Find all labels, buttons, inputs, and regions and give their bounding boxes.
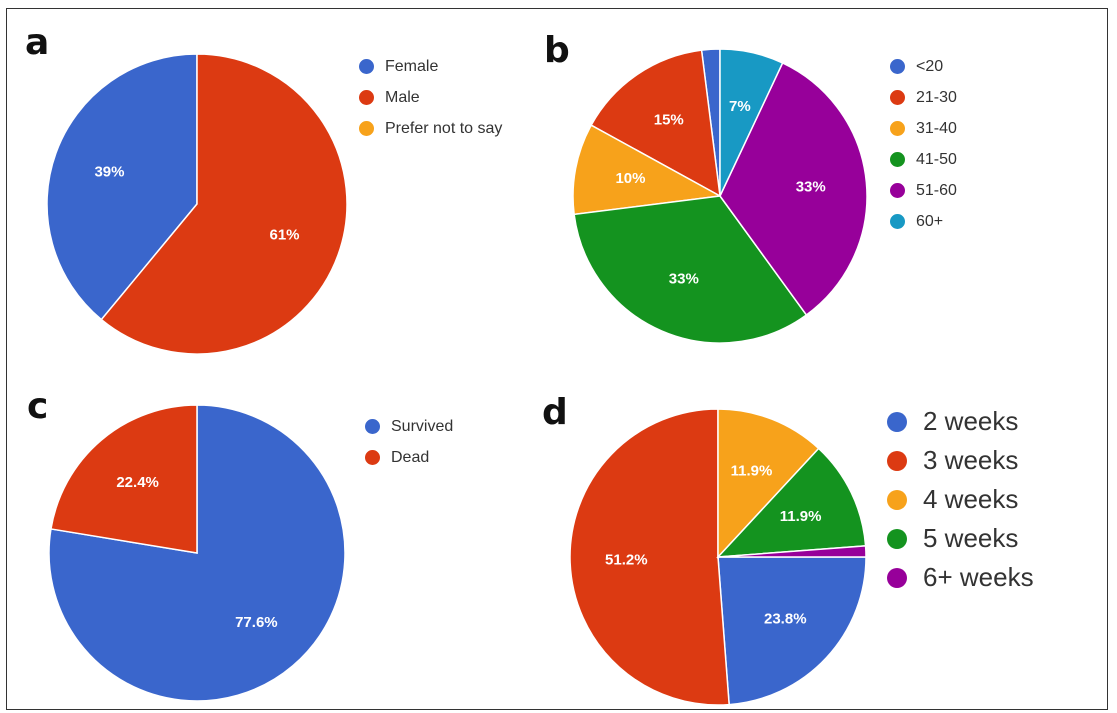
data-label-d-2-weeks: 23.8% <box>764 610 807 627</box>
legend-item-b-60: 60+ <box>890 206 957 237</box>
data-label-c-survived: 77.6% <box>235 614 278 631</box>
data-label-d-4-weeks: 11.9% <box>731 463 773 480</box>
legend-item-c-survived: Survived <box>365 411 453 442</box>
legend-label: Female <box>385 57 439 75</box>
legend-swatch <box>890 152 905 167</box>
legend-swatch <box>890 90 905 105</box>
pie-slice-b-60 <box>719 48 784 197</box>
legend-swatch <box>359 90 374 105</box>
panel-label-c: c <box>27 386 49 427</box>
data-label-c-dead: 22.4% <box>116 474 159 491</box>
legend-label: Prefer not to say <box>385 119 503 137</box>
data-label-b-31-40: 10% <box>615 170 645 187</box>
data-label-a-female: 39% <box>94 163 124 180</box>
legend-item-c-dead: Dead <box>365 442 453 473</box>
figure-frame: a 39% 61% Female Male Prefer not to say b 1… <box>6 8 1108 710</box>
legend-swatch <box>365 419 380 434</box>
legend-label: Dead <box>391 448 430 466</box>
pie-slice-d-2-weeks <box>717 556 867 706</box>
legend-item-d-3-weeks: 3 weeks <box>887 441 1034 480</box>
pie-slice-d-3-weeks <box>569 408 730 706</box>
pie-slice-d-5-weeks <box>716 447 867 558</box>
legend-label: 6+ weeks <box>923 562 1034 592</box>
legend-item-a-prefer-not-to-say: Prefer not to say <box>359 113 502 144</box>
legend-label: Male <box>385 88 420 106</box>
pie-slice-b-31-40 <box>572 124 723 216</box>
legend-swatch <box>887 567 907 588</box>
legend-item-b-31-40: 31-40 <box>890 113 957 144</box>
legend-item-d-2-weeks: 2 weeks <box>887 402 1034 441</box>
data-label-b-21-30: 15% <box>654 112 684 129</box>
legend-swatch <box>365 450 380 465</box>
data-label-a-male: 61% <box>269 226 299 243</box>
legend-swatch <box>359 121 374 136</box>
panel-label-d: d <box>542 392 568 433</box>
legend-item-b-51-60: 51-60 <box>890 175 957 206</box>
pie-slice-d-4-weeks <box>717 408 820 559</box>
legend-swatch <box>887 528 907 549</box>
legend-label: 4 weeks <box>923 484 1019 514</box>
legend-swatch <box>887 411 907 432</box>
pie-slice-b-41-50 <box>573 195 808 344</box>
legend-item-b-21-30: 21-30 <box>890 82 957 113</box>
panel-label-b: b <box>544 30 570 71</box>
legend-item-d-4-weeks: 4 weeks <box>887 480 1034 519</box>
pie-slice-a-male <box>100 53 348 355</box>
data-label-d-3-weeks: 51.2% <box>605 551 648 568</box>
legend-swatch <box>887 489 907 510</box>
panel-label-a: a <box>25 22 50 63</box>
legend-label: 2 weeks <box>923 406 1019 436</box>
legend-a: Female Male Prefer not to say <box>359 51 502 144</box>
legend-item-b-20: <20 <box>890 51 957 82</box>
legend-label: Survived <box>391 417 454 435</box>
legend-label: 5 weeks <box>923 523 1019 553</box>
legend-swatch <box>887 450 907 471</box>
pie-chart-c: 77.6% 22.4% <box>48 404 346 702</box>
data-label-d-5-weeks: 11.9% <box>780 508 822 525</box>
legend-swatch <box>890 121 905 136</box>
pie-chart-b: 15% 10% 33% 33% 7% <box>572 48 868 344</box>
legend-swatch <box>359 59 374 74</box>
data-label-b-60: 7% <box>729 98 751 115</box>
pie-slice-d-6-weeks <box>717 545 867 558</box>
pie-slice-b-21-30 <box>590 49 721 198</box>
legend-label: 60+ <box>916 212 944 230</box>
legend-item-d-6-weeks: 6+ weeks <box>887 558 1034 597</box>
pie-slice-c-dead <box>50 404 198 554</box>
legend-item-a-male: Male <box>359 82 502 113</box>
legend-item-d-5-weeks: 5 weeks <box>887 519 1034 558</box>
legend-item-a-female: Female <box>359 51 502 82</box>
legend-label: 21-30 <box>916 88 957 106</box>
legend-swatch <box>890 59 905 74</box>
legend-item-b-41-50: 41-50 <box>890 144 957 175</box>
legend-swatch <box>890 214 905 229</box>
legend-d: 2 weeks 3 weeks 4 weeks 5 weeks 6+ weeks <box>887 402 1034 597</box>
legend-label: 31-40 <box>916 119 957 137</box>
legend-b: <20 21-30 31-40 41-50 51-60 60+ <box>890 51 957 237</box>
pie-chart-a: 39% 61% <box>46 53 348 355</box>
legend-swatch <box>890 183 905 198</box>
legend-label: 3 weeks <box>923 445 1019 475</box>
legend-label: 41-50 <box>916 150 957 168</box>
pie-slice-a-female <box>46 53 198 321</box>
pie-slice-b-51-60 <box>719 61 868 316</box>
data-label-b-51-60: 33% <box>796 178 826 195</box>
pie-chart-d: 23.8% 51.2% 11.9% 11.9% <box>569 408 867 706</box>
data-label-b-41-50: 33% <box>669 271 699 288</box>
legend-label: 51-60 <box>916 181 957 199</box>
legend-label: <20 <box>916 57 944 75</box>
legend-c: Survived Dead <box>365 411 453 473</box>
